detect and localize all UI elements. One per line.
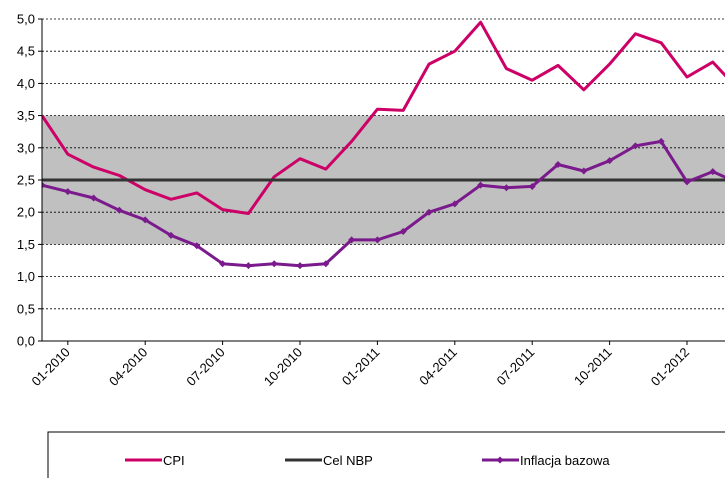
- series-marker: [193, 242, 201, 250]
- series-marker: [683, 178, 691, 186]
- series-line: [42, 139, 725, 268]
- series-marker: [244, 262, 252, 270]
- series-marker: [709, 168, 717, 176]
- y-tick-label: 0,0: [17, 334, 35, 349]
- series-marker: [425, 208, 433, 216]
- legend-box: [47, 431, 725, 478]
- plot-area: [42, 18, 725, 342]
- y-tick-label: 5,0: [17, 12, 35, 27]
- x-tick-label: 01-2011: [339, 345, 383, 389]
- y-tick-label: 3,5: [17, 108, 35, 123]
- legend-label: Inflacja bazowa: [520, 453, 610, 468]
- x-tick-label: 04-2011: [416, 345, 460, 389]
- series-marker: [322, 260, 330, 268]
- series-marker: [502, 184, 510, 192]
- x-tick-label: 10-2010: [261, 345, 305, 389]
- x-tick-label: 01-2012: [648, 345, 692, 389]
- series-marker: [270, 260, 278, 268]
- series-marker: [373, 236, 381, 244]
- x-tick-label: 04-2010: [106, 345, 150, 389]
- series-marker: [451, 200, 459, 208]
- series-marker: [528, 182, 536, 190]
- x-tick-label: 10-2011: [571, 345, 615, 389]
- series-marker: [399, 228, 407, 236]
- legend-marker: [496, 456, 504, 464]
- y-tick-label: 2,5: [17, 173, 35, 188]
- series-marker: [477, 181, 485, 189]
- y-tick-label: 4,0: [17, 76, 35, 91]
- y-tick-label: 1,0: [17, 269, 35, 284]
- y-tick-label: 3,0: [17, 140, 35, 155]
- series-marker: [167, 231, 175, 239]
- legend-label: CPI: [163, 453, 185, 468]
- series-marker: [657, 137, 665, 145]
- x-tick-label: 07-2010: [183, 345, 227, 389]
- y-tick-label: 0,5: [17, 301, 35, 316]
- series-marker: [296, 262, 304, 270]
- series-marker: [606, 157, 614, 165]
- x-tick-label: 07-2011: [494, 345, 538, 389]
- series-marker: [42, 181, 46, 189]
- y-tick-label: 4,5: [17, 44, 35, 59]
- series-line: [42, 20, 725, 215]
- series-marker: [554, 161, 562, 169]
- y-tick-label: 1,5: [17, 237, 35, 252]
- series-marker: [141, 216, 149, 224]
- series-marker: [580, 167, 588, 175]
- y-tick-label: 2,0: [17, 205, 35, 220]
- series-marker: [64, 188, 72, 196]
- series-marker: [90, 194, 98, 202]
- series-marker: [631, 142, 639, 150]
- x-tick-label: 01-2010: [29, 345, 73, 389]
- series-marker: [348, 236, 356, 244]
- legend-label: Cel NBP: [323, 453, 373, 468]
- series-marker: [115, 206, 123, 214]
- series-marker: [219, 260, 227, 268]
